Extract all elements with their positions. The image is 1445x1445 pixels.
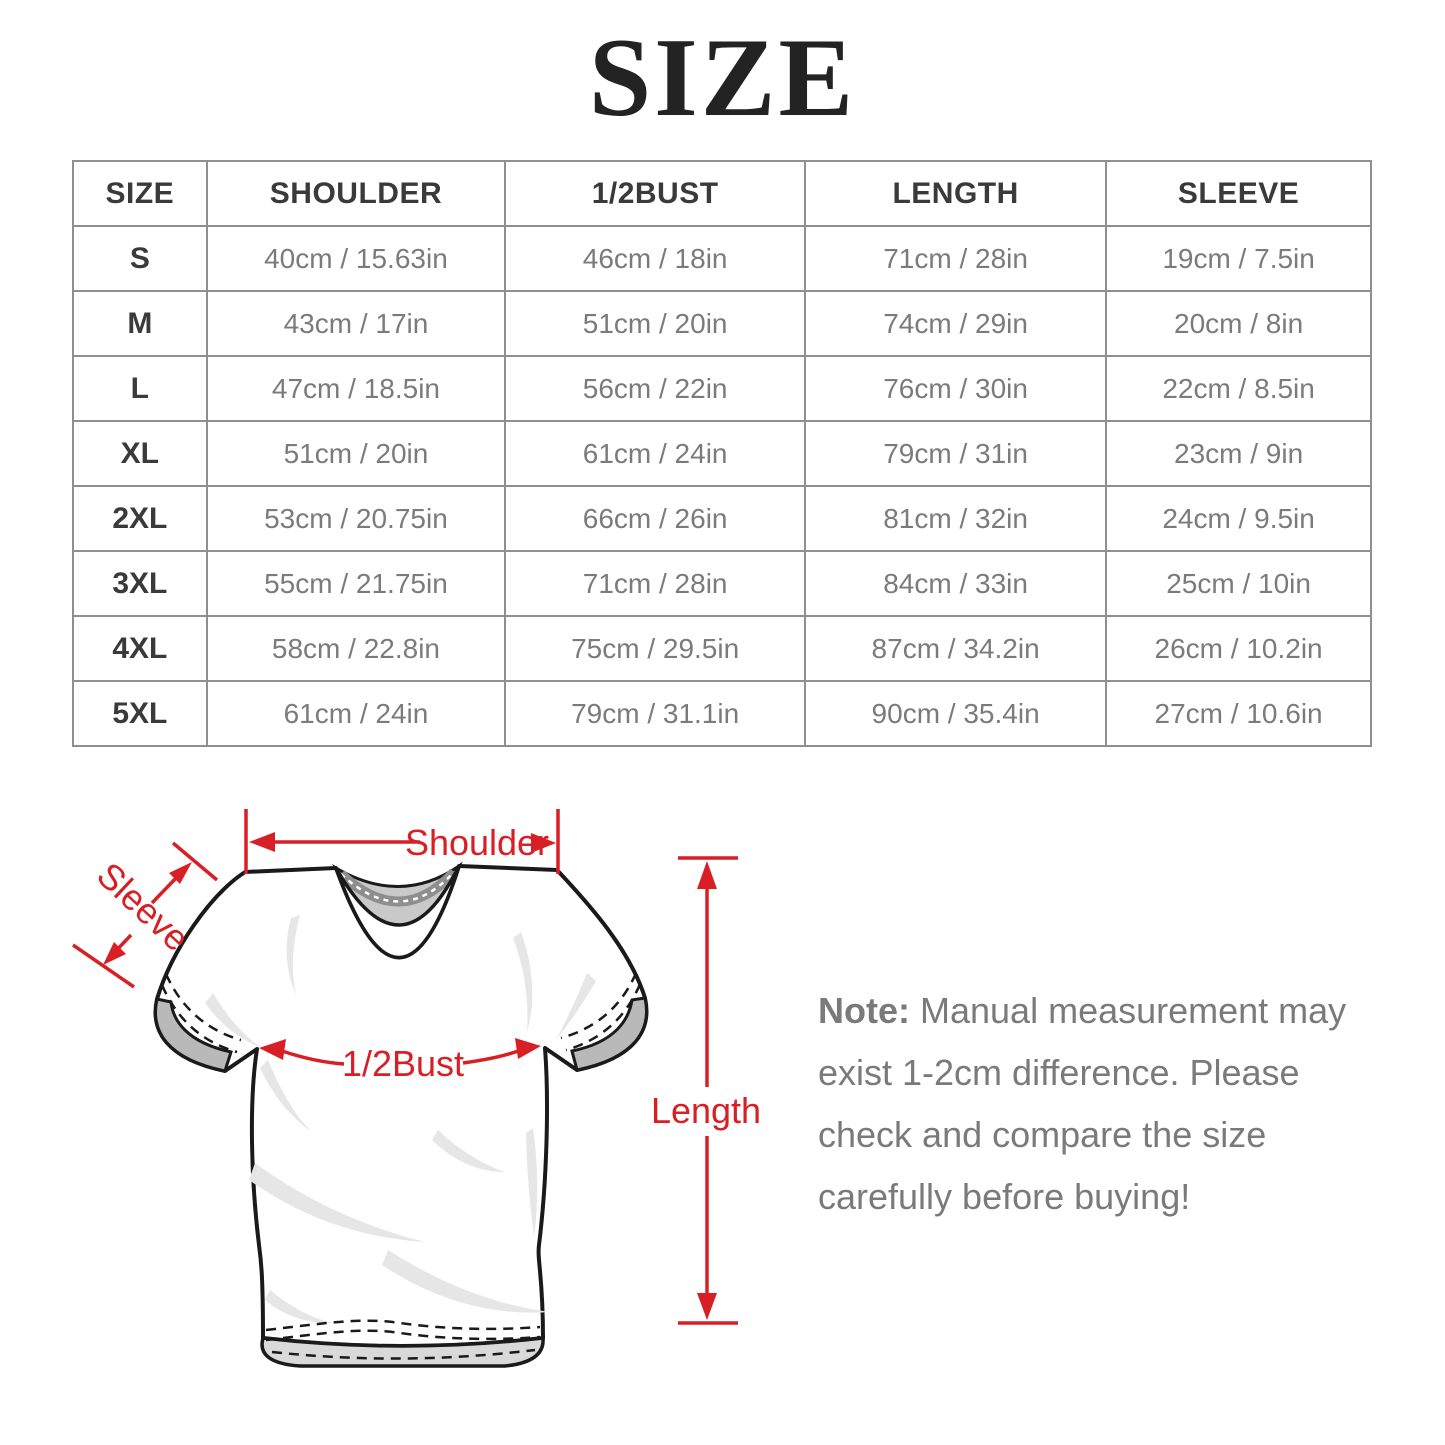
col-header-bust: 1/2BUST xyxy=(504,160,807,227)
length-arrow-down xyxy=(697,1293,717,1320)
table-row: M 43cm / 17in 51cm / 20in 74cm / 29in 20… xyxy=(72,290,1372,357)
bust-value: 61cm / 24in xyxy=(504,420,807,487)
sleeve-line-top xyxy=(150,875,179,905)
col-header-sleeve: SLEEVE xyxy=(1105,160,1372,227)
table-header-row: SIZE SHOULDER 1/2BUST LENGTH SLEEVE xyxy=(72,160,1372,227)
sleeve-arrow-top xyxy=(169,862,192,884)
bust-value: 56cm / 22in xyxy=(504,355,807,422)
bust-arrow-right xyxy=(515,1038,541,1059)
table-row: XL 51cm / 20in 61cm / 24in 79cm / 31in 2… xyxy=(72,420,1372,487)
table-row: S 40cm / 15.63in 46cm / 18in 71cm / 28in… xyxy=(72,225,1372,292)
shoulder-value: 51cm / 20in xyxy=(205,420,507,487)
size-label: 4XL xyxy=(72,615,208,682)
sleeve-value: 27cm / 10.6in xyxy=(1105,680,1372,747)
collar-front-band xyxy=(334,865,461,960)
sleeve-tick-top xyxy=(171,841,219,882)
bust-value: 75cm / 29.5in xyxy=(504,615,807,682)
bust-value: 79cm / 31.1in xyxy=(504,680,807,747)
bust-value: 66cm / 26in xyxy=(504,485,807,552)
size-label: 3XL xyxy=(72,550,208,617)
length-arrow-up xyxy=(697,861,717,889)
size-label: L xyxy=(72,355,208,422)
bust-value: 51cm / 20in xyxy=(504,290,807,357)
tshirt-illustration xyxy=(153,861,649,1368)
shoulder-value: 47cm / 18.5in xyxy=(205,355,507,422)
sleeve-value: 22cm / 8.5in xyxy=(1105,355,1372,422)
hem-stitch-row xyxy=(271,1348,536,1360)
shoulder-value: 40cm / 15.63in xyxy=(205,225,507,292)
hem-band xyxy=(260,1336,545,1368)
col-header-length: LENGTH xyxy=(804,160,1108,227)
shoulder-arrow-right xyxy=(531,833,556,853)
table-row: 5XL 61cm / 24in 79cm / 31.1in 90cm / 35.… xyxy=(72,680,1372,747)
sleeve-tick-bottom xyxy=(72,943,135,989)
length-value: 87cm / 34.2in xyxy=(804,615,1108,682)
left-cuff-stitch xyxy=(164,973,242,1042)
right-cuff xyxy=(570,996,648,1072)
shoulder-diagram-label: Shoulder xyxy=(405,822,549,863)
size-label: XL xyxy=(72,420,208,487)
sleeve-arrow-bottom xyxy=(103,942,126,965)
right-cuff-stitch xyxy=(560,972,638,1040)
size-label: 2XL xyxy=(72,485,208,552)
note-text: Manual measurement may exist 1-2cm diffe… xyxy=(818,990,1347,1217)
length-value: 84cm / 33in xyxy=(804,550,1108,617)
sleeve-value: 19cm / 7.5in xyxy=(1105,225,1372,292)
length-diagram-label: Length xyxy=(651,1090,761,1131)
col-header-shoulder: SHOULDER xyxy=(205,160,507,227)
bust-value: 71cm / 28in xyxy=(504,550,807,617)
shoulder-value: 55cm / 21.75in xyxy=(205,550,507,617)
sleeve-value: 24cm / 9.5in xyxy=(1105,485,1372,552)
shoulder-arrow-left xyxy=(249,832,275,852)
shoulder-value: 43cm / 17in xyxy=(205,290,507,357)
length-value: 71cm / 28in xyxy=(804,225,1108,292)
sleeve-value: 23cm / 9in xyxy=(1105,420,1372,487)
table-row: 2XL 53cm / 20.75in 66cm / 26in 81cm / 32… xyxy=(72,485,1372,552)
measurement-note: Note: Manual measurement may exist 1-2cm… xyxy=(818,980,1366,1228)
table-row: L 47cm / 18.5in 56cm / 22in 76cm / 30in … xyxy=(72,355,1372,422)
left-cuff xyxy=(154,997,233,1073)
size-label: 5XL xyxy=(72,680,208,747)
bust-diagram-label: 1/2Bust xyxy=(342,1043,464,1084)
shoulder-value: 53cm / 20.75in xyxy=(205,485,507,552)
sleeve-value: 26cm / 10.2in xyxy=(1105,615,1372,682)
sleeve-value: 25cm / 10in xyxy=(1105,550,1372,617)
sleeve-value: 20cm / 8in xyxy=(1105,290,1372,357)
size-label: M xyxy=(72,290,208,357)
length-value: 76cm / 30in xyxy=(804,355,1108,422)
size-table: SIZE SHOULDER 1/2BUST LENGTH SLEEVE S 40… xyxy=(72,160,1372,747)
shoulder-value: 58cm / 22.8in xyxy=(205,615,507,682)
length-value: 81cm / 32in xyxy=(804,485,1108,552)
table-row: 4XL 58cm / 22.8in 75cm / 29.5in 87cm / 3… xyxy=(72,615,1372,682)
fabric-wrinkles xyxy=(205,915,596,1324)
length-value: 79cm / 31in xyxy=(804,420,1108,487)
length-value: 90cm / 35.4in xyxy=(804,680,1108,747)
size-label: S xyxy=(72,225,208,292)
bust-line-left xyxy=(281,1049,345,1066)
length-value: 74cm / 29in xyxy=(804,290,1108,357)
right-cuff-stitch xyxy=(565,983,642,1052)
bust-arrow-left xyxy=(259,1039,286,1060)
bust-value: 46cm / 18in xyxy=(504,225,807,292)
collar-tape-stitch xyxy=(340,871,455,903)
left-cuff-stitch xyxy=(160,984,238,1054)
page-title: SIZE xyxy=(588,16,857,140)
table-row: 3XL 55cm / 21.75in 71cm / 28in 84cm / 33… xyxy=(72,550,1372,617)
note-label: Note: xyxy=(818,990,910,1031)
col-header-size: SIZE xyxy=(72,160,208,227)
shoulder-value: 61cm / 24in xyxy=(205,680,507,747)
